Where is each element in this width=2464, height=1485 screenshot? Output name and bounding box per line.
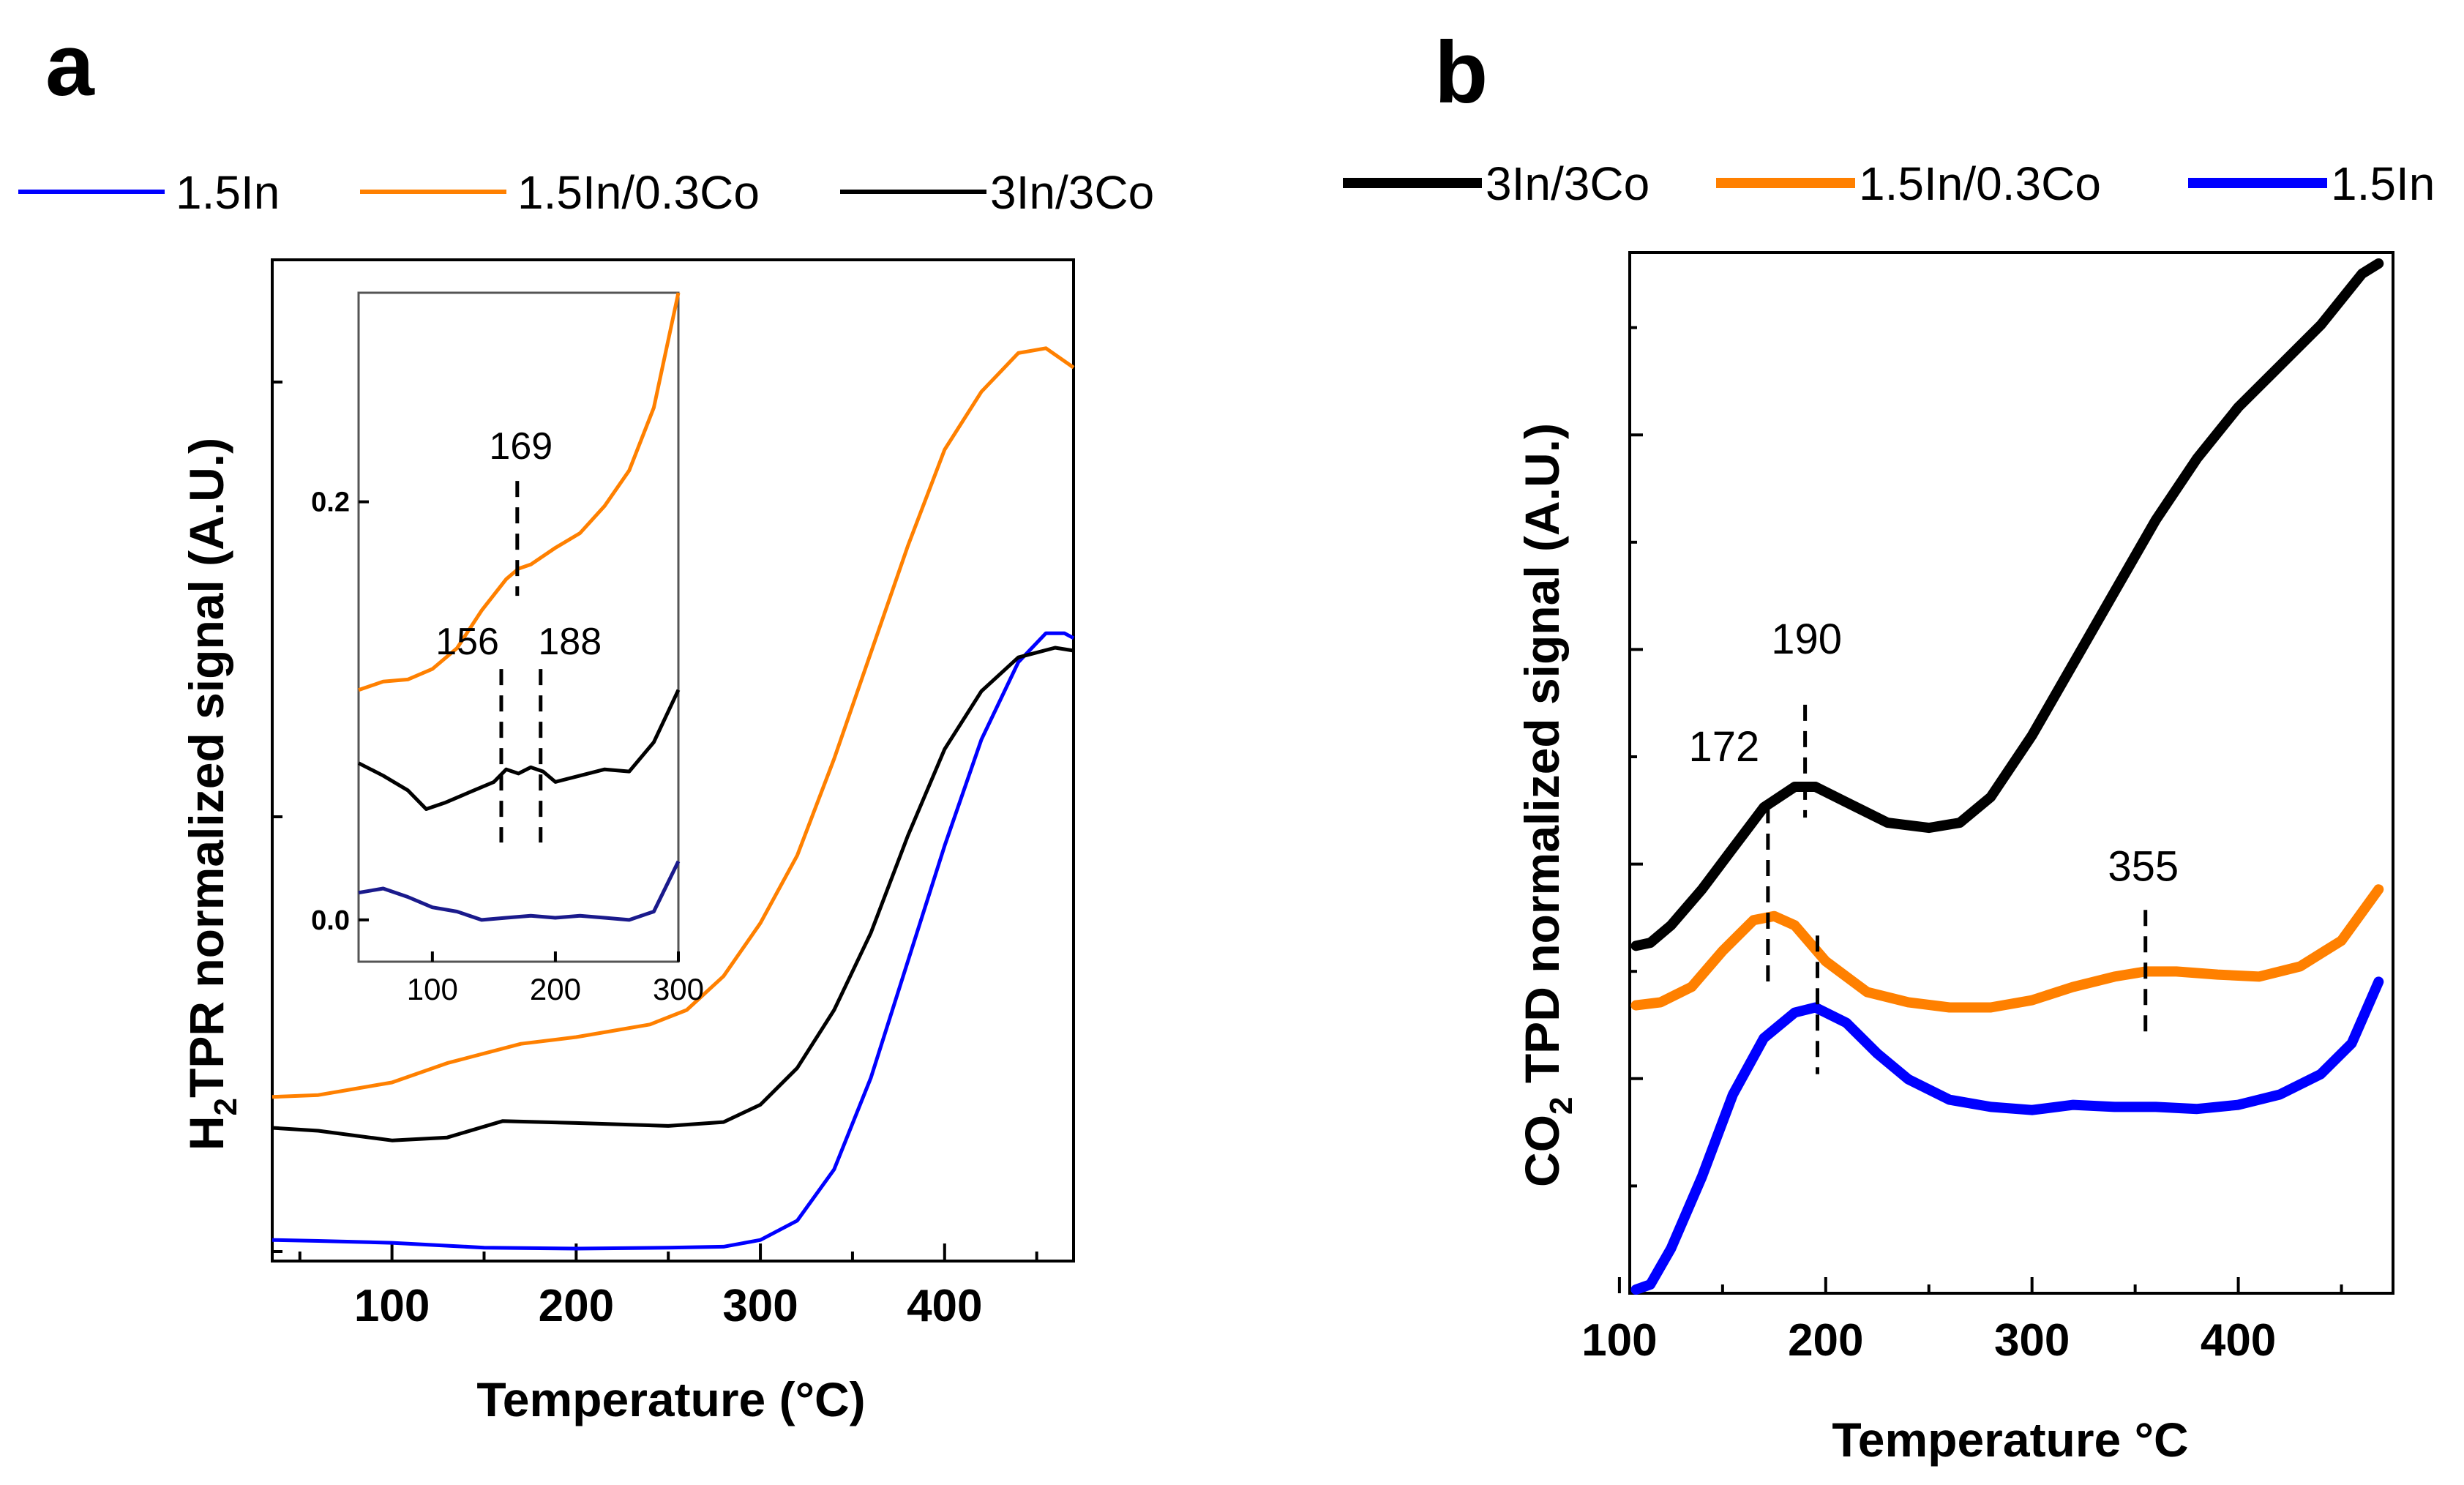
- legend-b: 3In/3Co 1.5In/0.3Co 1.5In: [1343, 157, 2435, 210]
- series-b-1-5in-0-3co: [1630, 884, 2384, 1013]
- y-axis-title-a: H2TPR normalized signal (A.U.): [179, 438, 244, 1151]
- legend-a: 1.5In 1.5In/0.3Co 3In/3Co: [18, 166, 1154, 219]
- annotations-b: 190 172 355: [1688, 616, 2179, 1074]
- inset-frame: [357, 291, 680, 963]
- x-tick-label-b-400: 400: [2201, 1315, 2276, 1366]
- annotation-355: 355: [2108, 842, 2179, 890]
- x-axis-title-b: Temperature °C: [1832, 1413, 2188, 1467]
- inset-x-tick-label-300: 300: [653, 972, 704, 1006]
- annotation-190: 190: [1771, 616, 1842, 663]
- x-tick-label-a-400: 400: [907, 1281, 982, 1331]
- inset-series-1-5in: [358, 860, 681, 922]
- series-a-3in-3co: [272, 646, 1074, 1142]
- inset-annotations: 169 156 188: [435, 425, 602, 843]
- inset-x-tick-label-100: 100: [407, 972, 458, 1006]
- panel-b-label: b: [1434, 23, 1488, 121]
- x-tick-label-b-200: 200: [1788, 1315, 1863, 1366]
- panel-a-label: a: [45, 16, 95, 114]
- legend-a-entry-1: 1.5In: [176, 166, 280, 219]
- legend-b-entry-3: 1.5In: [2331, 157, 2435, 210]
- inset-y-tick-label-0: 0.0: [311, 905, 350, 936]
- x-tick-label-b-300: 300: [1994, 1315, 2070, 1366]
- x-axis-title-a: Temperature (°C): [476, 1372, 865, 1426]
- series-a-1-5in-0-3co: [272, 346, 1075, 1099]
- inset-series-3in-3co: [357, 689, 681, 811]
- plot-frame-a: [271, 258, 1075, 1263]
- x-ticks-b: 100 200 300 400: [1581, 326, 2343, 1366]
- x-tick-label-b-100: 100: [1581, 1315, 1657, 1366]
- series-a: [272, 346, 1075, 1251]
- legend-a-entry-2: 1.5In/0.3Co: [517, 166, 760, 219]
- x-tick-label-a-300: 300: [722, 1281, 798, 1331]
- inset-y-tick-label-1: 0.2: [311, 487, 350, 518]
- inset-x-tick-label-200: 200: [530, 972, 581, 1006]
- x-tick-label-a-200: 200: [539, 1281, 614, 1331]
- y-axis-title-b: CO2 TPD normalized signal (A.U.): [1515, 423, 1579, 1187]
- inset-a: 100 200 300 0.0 0.2 169 156 188: [311, 291, 704, 1006]
- x-ticks-a: 100 200 300 400: [272, 381, 1038, 1331]
- series-b-3in-3co: [1630, 258, 2384, 951]
- series-b-1-5in: [1630, 976, 2384, 1295]
- legend-a-entry-3: 3In/3Co: [990, 166, 1154, 219]
- inset-annotation-188: 188: [538, 621, 602, 663]
- inset-annotation-169: 169: [489, 425, 553, 468]
- legend-b-entry-1: 3In/3Co: [1486, 157, 1649, 210]
- inset-annotation-156: 156: [435, 621, 499, 663]
- plot-area-a: [271, 258, 1075, 1263]
- series-b: [1630, 258, 2384, 1295]
- x-tick-label-a-100: 100: [354, 1281, 430, 1331]
- annotation-172: 172: [1688, 723, 1759, 771]
- inset-ticks: 100 200 300 0.0 0.2: [311, 487, 704, 1006]
- plot-area-b: [1628, 251, 2394, 1295]
- plot-frame-b: [1628, 251, 2394, 1295]
- legend-b-entry-2: 1.5In/0.3Co: [1859, 157, 2101, 210]
